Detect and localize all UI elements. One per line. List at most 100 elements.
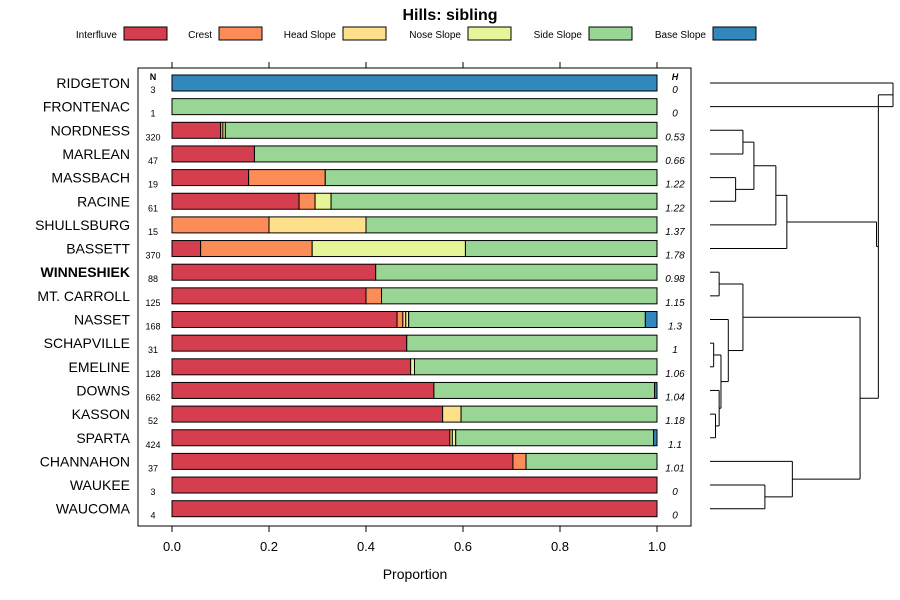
legend-swatch	[467, 26, 512, 41]
x-tick-label: 0.6	[454, 539, 472, 554]
bar-segment	[200, 240, 313, 258]
n-value: 370	[145, 251, 160, 261]
n-value: 61	[148, 203, 158, 213]
bar-segment	[410, 358, 415, 376]
bar-segment	[171, 358, 412, 376]
legend-swatch	[588, 26, 633, 41]
legend-label: Side Slope	[534, 30, 583, 41]
bar-segment	[512, 452, 527, 470]
n-value: 1	[150, 109, 155, 119]
h-value: 0	[672, 109, 678, 120]
bar-segment	[433, 381, 656, 399]
bar-segment	[248, 169, 326, 187]
bar-segment	[171, 405, 444, 423]
h-value: 1.01	[665, 463, 684, 474]
bar-segment	[298, 192, 316, 210]
n-value: 4	[150, 511, 155, 521]
row-label: KASSON	[72, 406, 130, 422]
bar-segment	[653, 429, 658, 447]
h-value: 1	[672, 345, 678, 356]
row-label: RIDGETON	[56, 75, 130, 91]
bar-segment	[224, 121, 658, 139]
row-label: NORDNESS	[51, 122, 130, 138]
h-value: 1.78	[665, 251, 685, 262]
row-label: CHANNAHON	[40, 453, 130, 469]
bar-segment	[268, 216, 367, 234]
bar-segment	[464, 240, 658, 258]
x-tick-label: 0.8	[551, 539, 569, 554]
bar-segment	[408, 311, 646, 328]
row-label: NASSET	[74, 312, 130, 328]
x-tick-label: 0.2	[260, 539, 278, 554]
legend-swatch	[218, 26, 263, 41]
bar-segment	[381, 287, 658, 305]
legend-swatch	[342, 26, 387, 41]
row-label: BASSETT	[66, 241, 130, 257]
bar-segment	[171, 98, 658, 116]
legend-label: Crest	[188, 30, 212, 41]
bar-segment	[314, 192, 332, 210]
bar-segment	[330, 192, 658, 210]
n-value: 19	[148, 180, 158, 190]
bar-segment	[171, 74, 658, 92]
bar-segment	[311, 240, 466, 258]
bar-segment	[171, 263, 377, 281]
n-value: 52	[148, 416, 158, 426]
legend-label: Interfluve	[76, 30, 118, 41]
h-value: 0.66	[665, 156, 685, 167]
rows: RIDGETON 3 0 FRONTENAC 1 0 NORDNESS 320 0.53 MARL…	[35, 74, 685, 522]
row-label: SPARTA	[76, 430, 130, 446]
h-value: 1.04	[665, 392, 685, 403]
row-label: RACINE	[77, 193, 130, 209]
row-label: SCHAPVILLE	[44, 335, 130, 351]
h-value: 1.1	[668, 440, 682, 451]
row-label: MASSBACH	[51, 170, 130, 186]
n-value: 128	[145, 369, 160, 379]
x-axis-title: Proportion	[383, 566, 448, 582]
bar-segment	[460, 405, 658, 423]
n-value: 125	[145, 298, 160, 308]
h-value: 1.22	[665, 203, 685, 214]
h-value: 0	[672, 487, 678, 498]
n-value: 88	[148, 274, 158, 284]
bar-segment	[442, 405, 462, 423]
n-header: N	[150, 72, 157, 82]
bar-segment	[324, 169, 658, 187]
row-label: MARLEAN	[62, 146, 130, 162]
h-value: 1.3	[668, 322, 682, 333]
x-axis: 0.0 0.2 0.4 0.6 0.8 1.0	[163, 62, 666, 554]
n-value: 168	[145, 322, 160, 332]
h-header: H	[672, 72, 679, 82]
bar-segment	[375, 263, 658, 281]
n-value: 424	[145, 440, 160, 450]
bar-segment	[171, 216, 270, 234]
bar-segment	[171, 287, 367, 305]
n-value: 37	[148, 463, 158, 473]
h-value: 0	[672, 511, 678, 522]
x-tick-label: 0.0	[163, 539, 181, 554]
h-value: 0.53	[665, 132, 685, 143]
h-value: 1.22	[665, 180, 685, 191]
n-value: 320	[145, 132, 160, 142]
h-value: 1.37	[665, 227, 685, 238]
bar-segment	[171, 500, 658, 518]
h-value: 1.15	[665, 298, 685, 309]
legend-label: Head Slope	[284, 30, 337, 41]
bar-segment	[451, 429, 457, 447]
bar-segment	[253, 145, 658, 163]
h-value: 0	[672, 85, 678, 96]
legend-label: Nose Slope	[409, 30, 461, 41]
legend-swatch	[712, 26, 757, 41]
bar-segment	[171, 145, 255, 163]
plot-frame	[137, 67, 692, 527]
row-label: WAUKEE	[70, 477, 130, 493]
h-value: 1.18	[665, 416, 685, 427]
bar-segment	[171, 169, 250, 187]
dendrogram	[710, 82, 894, 510]
bar-segment	[365, 287, 383, 305]
row-label: WINNESHIEK	[41, 264, 130, 280]
bar-segment	[644, 311, 658, 328]
row-label: MT. CARROLL	[37, 288, 130, 304]
bar-segment	[525, 452, 658, 470]
legend: Interfluve Crest Head Slope Nose Slope Side …	[76, 26, 757, 41]
